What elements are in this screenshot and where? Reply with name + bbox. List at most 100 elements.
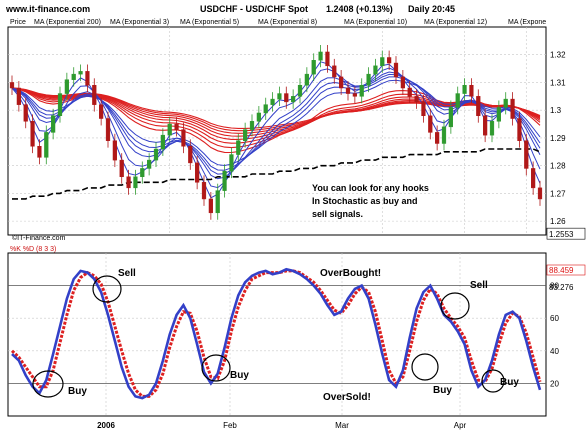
candle-body [243, 129, 248, 141]
legend-item-0: MA (Exponential 200) [34, 19, 101, 26]
sell-circle-2 [440, 292, 470, 320]
candle-body [30, 121, 35, 147]
candle-body [201, 182, 207, 200]
candle-body [393, 62, 399, 78]
candle-body [318, 51, 323, 61]
legend-item-2: MA (Exponential 5) [180, 19, 239, 26]
buy-circle-3 [411, 353, 439, 381]
candle-body [270, 98, 275, 105]
candle-body [105, 118, 111, 141]
candle-body [476, 96, 481, 116]
price-tick-label: 1.26 [550, 217, 566, 226]
candle-body [167, 123, 172, 136]
buy-label-2: Buy [230, 370, 249, 381]
candle-body [387, 57, 392, 64]
stoch-tick-label: 80 [550, 282, 559, 291]
candle-body [71, 73, 76, 80]
annotation-line-1: You can look for any hooks [312, 183, 429, 193]
candle-body [537, 187, 543, 200]
candle-body [37, 146, 42, 158]
candle-body [373, 65, 378, 75]
sell-circle-1 [92, 275, 122, 303]
candle-body [85, 71, 90, 86]
candle-body [297, 84, 303, 97]
candle-body [284, 93, 289, 103]
candle-body [503, 98, 508, 108]
sell-label-2: Sell [470, 280, 488, 291]
legend-item-4: MA (Exponential 10) [344, 19, 407, 26]
candle-body [57, 93, 63, 116]
buy-circle-1 [32, 370, 64, 398]
candle-body [414, 96, 419, 103]
stoch-tick-label: 20 [550, 379, 559, 388]
buy-label-1: Buy [68, 386, 87, 397]
candle-body [291, 96, 296, 103]
ema-200-line [12, 148, 541, 200]
candle-body [352, 93, 357, 97]
sell-label-1: Sell [118, 268, 136, 279]
legend-item-5: MA (Exponential 12) [424, 19, 487, 26]
candle-body [311, 60, 316, 75]
symbol-title: USDCHF - USD/CHF Spot [200, 4, 308, 14]
candle-body [263, 104, 268, 114]
legend-item-1: MA (Exponential 3) [110, 19, 169, 26]
stochastic-axis: 80 60 40 20 88.459 83.276 [546, 264, 586, 388]
candle-body [133, 176, 138, 189]
legend-price-label: Price [10, 19, 26, 26]
candle-body [448, 107, 453, 128]
annotation-line-2: In Stochastic as buy and [312, 196, 418, 206]
candle-body [44, 132, 49, 158]
stochastic-panel [7, 252, 547, 417]
legend-item-3: MA (Exponential 8) [258, 19, 317, 26]
candle-body [23, 104, 28, 122]
candle-body [496, 107, 501, 122]
candle-body [380, 57, 385, 67]
stoch-last-label-1: 88.459 [549, 266, 574, 275]
candle-body [524, 140, 529, 169]
price-tick-label: 1.29 [550, 134, 566, 143]
candle-body [188, 146, 193, 164]
candle-body [510, 98, 515, 119]
price-grid [8, 27, 546, 235]
oversold-label: OverSold! [323, 392, 371, 403]
last-price-box [546, 227, 586, 240]
last-price-label: 1.2553 [549, 230, 574, 239]
price-tick-label: 1.28 [550, 162, 566, 171]
candle-body [441, 126, 447, 144]
ema-slow-line [11, 87, 541, 149]
candle-body [208, 198, 213, 214]
candle-body [181, 129, 186, 147]
stoch-tick-label: 60 [550, 314, 559, 323]
candle-body [531, 168, 536, 189]
candle-body [64, 79, 69, 94]
candle-body [51, 115, 56, 133]
price-tick-label: 1.32 [550, 51, 566, 60]
buy-label-3: Buy [433, 385, 452, 396]
candle-body [112, 140, 117, 161]
candle-body [304, 73, 309, 86]
candle-body [215, 190, 220, 214]
candle-body [483, 115, 488, 136]
candle-body [462, 84, 467, 94]
candle-body [160, 134, 165, 150]
candle-body [400, 76, 405, 89]
candle-body [9, 82, 15, 89]
site-url: www.it-finance.com [5, 4, 90, 14]
candle-body [428, 115, 433, 133]
candle-body [249, 121, 255, 130]
candle-body [16, 87, 21, 105]
candle-body [99, 104, 104, 119]
candle-body [229, 154, 234, 172]
price-tick-label: 1.31 [550, 78, 566, 87]
stoch-k-line [11, 267, 542, 400]
candle-body [435, 132, 440, 144]
buy-circle-4 [481, 369, 505, 393]
stoch-tick-label: 40 [550, 347, 559, 356]
candle-body [345, 87, 351, 94]
time-axis: 2006 Feb Mar Apr [97, 421, 466, 430]
buy-label-4: Buy [500, 377, 519, 388]
price-tick-label: 1.27 [550, 189, 566, 198]
candle-body [195, 162, 200, 183]
